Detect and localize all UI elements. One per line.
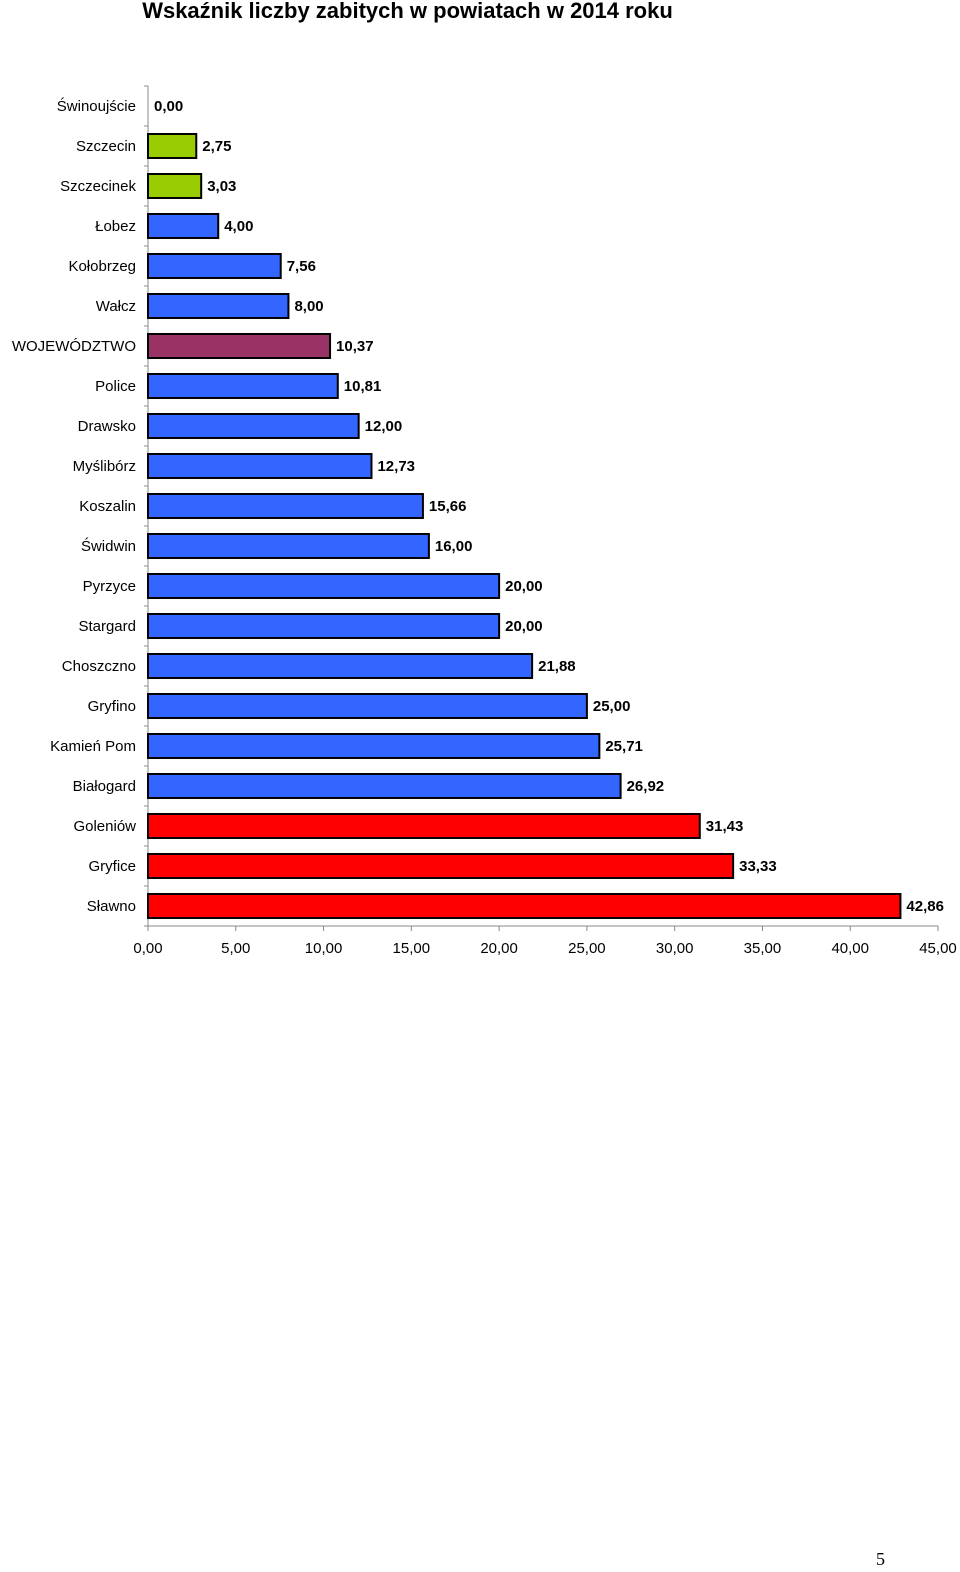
x-tick-label: 25,00 — [568, 940, 606, 957]
value-label: 8,00 — [294, 298, 323, 315]
category-label: Sławno — [87, 898, 136, 915]
value-label: 0,00 — [154, 98, 183, 115]
bar — [147, 813, 701, 839]
bar — [147, 573, 501, 599]
bar — [147, 493, 424, 519]
bar — [147, 853, 735, 879]
category-label: Myślibórz — [73, 458, 136, 475]
bar — [147, 413, 360, 439]
category-label: Białogard — [73, 778, 136, 795]
value-label: 10,37 — [336, 338, 374, 355]
category-label: Koszalin — [79, 498, 136, 515]
bar — [147, 133, 198, 159]
category-label: Goleniów — [73, 818, 136, 835]
bar — [147, 653, 534, 679]
category-label: Świnoujście — [57, 97, 136, 115]
category-label: Łobez — [95, 218, 136, 235]
chart-bars — [147, 133, 902, 919]
category-label: Choszczno — [62, 658, 136, 675]
x-tick-label: 40,00 — [831, 940, 869, 957]
bar — [147, 453, 373, 479]
value-label: 33,33 — [739, 858, 777, 875]
value-label: 10,81 — [344, 378, 382, 395]
value-label: 15,66 — [429, 498, 467, 515]
value-label: 7,56 — [287, 258, 316, 275]
value-label: 12,73 — [377, 458, 415, 475]
value-label: 25,00 — [593, 698, 631, 715]
chart-labels: 0,00 5,00 10,00 15,00 20,00 25,00 30,00 35,00 40… — [12, 97, 957, 957]
bar — [147, 333, 332, 359]
bar — [147, 213, 220, 239]
category-label: Kamień Pom — [50, 738, 136, 755]
value-label: 4,00 — [224, 218, 253, 235]
category-label: Drawsko — [78, 418, 136, 435]
category-label: Police — [95, 378, 136, 395]
category-label: Kołobrzeg — [68, 258, 136, 275]
category-label: Świdwin — [81, 537, 136, 555]
value-label: 21,88 — [538, 658, 576, 675]
bar — [147, 693, 588, 719]
value-label: 20,00 — [505, 618, 543, 635]
bar — [147, 293, 290, 319]
x-tick-label: 20,00 — [480, 940, 518, 957]
category-label: Pyrzyce — [83, 578, 136, 595]
category-label: Wałcz — [96, 298, 136, 315]
x-tick-label: 30,00 — [656, 940, 694, 957]
x-tick-label: 10,00 — [305, 940, 343, 957]
page-number: 5 — [876, 1549, 885, 1569]
x-tick-label: 0,00 — [133, 940, 162, 957]
category-label: Gryfice — [88, 858, 136, 875]
category-label: Stargard — [78, 618, 136, 635]
category-label: Szczecinek — [60, 178, 136, 195]
value-label: 42,86 — [906, 898, 944, 915]
category-label: WOJEWÓDZTWO — [12, 338, 136, 355]
value-label: 16,00 — [435, 538, 473, 555]
value-label: 25,71 — [605, 738, 643, 755]
x-tick-label: 35,00 — [744, 940, 782, 957]
bar — [147, 253, 282, 279]
bar — [147, 733, 601, 759]
bar — [147, 893, 902, 919]
value-label: 26,92 — [627, 778, 665, 795]
value-label: 31,43 — [706, 818, 744, 835]
x-tick-label: 15,00 — [393, 940, 431, 957]
x-tick-label: 45,00 — [919, 940, 957, 957]
bar-chart: 0,00 5,00 10,00 15,00 20,00 25,00 30,00 35,00 40… — [12, 85, 957, 957]
value-label: 3,03 — [207, 178, 236, 195]
value-label: 2,75 — [202, 138, 231, 155]
category-label: Szczecin — [76, 138, 136, 155]
chart-title: Wskaźnik liczby zabitych w powiatach w 2… — [142, 0, 673, 23]
bar — [147, 773, 622, 799]
value-label: 20,00 — [505, 578, 543, 595]
bar — [147, 173, 203, 199]
bar — [147, 373, 339, 399]
value-label: 12,00 — [365, 418, 403, 435]
x-tick-label: 5,00 — [221, 940, 250, 957]
bar — [147, 613, 501, 639]
bar — [147, 533, 430, 559]
category-label: Gryfino — [88, 698, 136, 715]
